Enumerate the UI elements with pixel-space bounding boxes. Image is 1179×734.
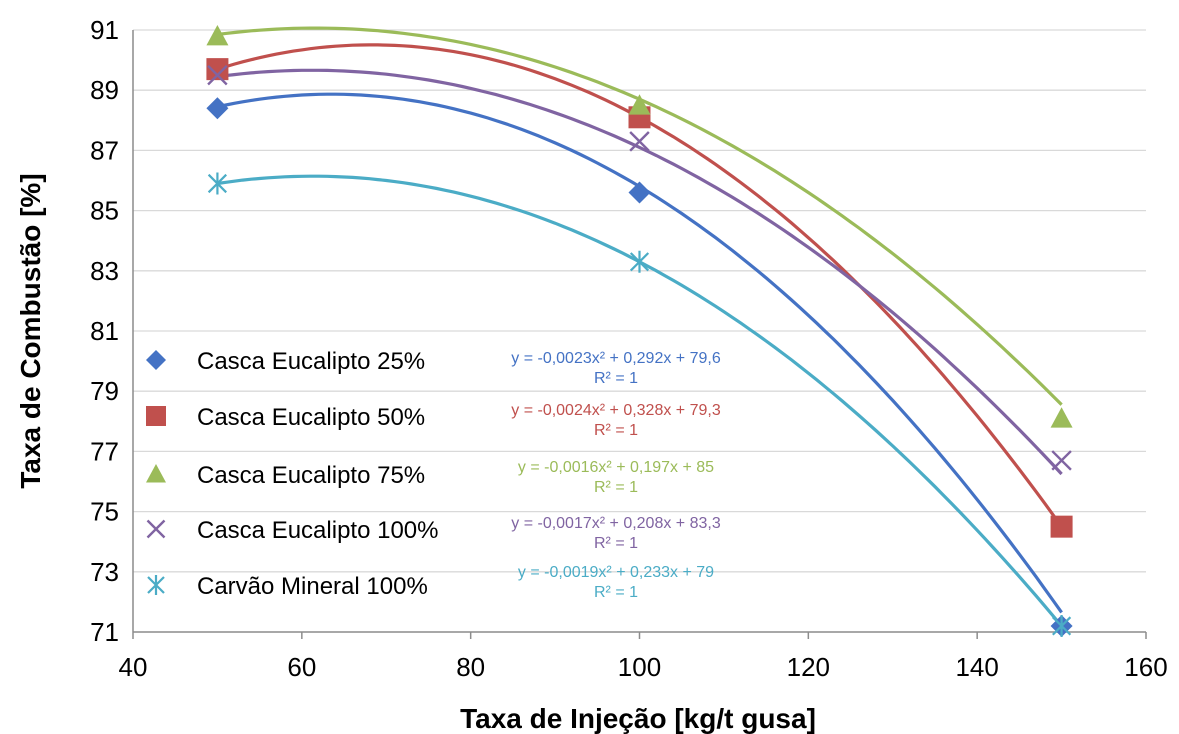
- legend-marker-series-4: [146, 519, 166, 539]
- axes: 71 73 75 77 79 81 83 85 87 89 91 40 60 80 100 120 140 160: [90, 15, 1168, 682]
- y-tick-label: 83: [90, 256, 119, 286]
- trendline-4: [217, 68, 1063, 476]
- x-tick-label: 80: [456, 652, 485, 682]
- data-point-series-2: [206, 58, 229, 81]
- legend-marker-series-5: [147, 575, 165, 595]
- y-tick-label: 87: [90, 135, 119, 165]
- data-point-series-3: [628, 94, 651, 115]
- data-point-series-5: [629, 250, 650, 273]
- legend-label: Casca Eucalipto 75%: [197, 462, 425, 489]
- data-point-series-4: [207, 64, 228, 86]
- x-tick-label: 100: [618, 652, 661, 682]
- data-markers: [206, 25, 1073, 637]
- y-tick-label: 91: [90, 15, 119, 45]
- trendline-r2: R² = 1: [594, 584, 638, 601]
- x-tick-label: 40: [119, 652, 148, 682]
- legend-marker-series-3: [146, 464, 166, 483]
- trendline-equations: y = -0,0023x² + 0,292x + 79,6 R² = 1 y = -…: [511, 350, 721, 601]
- data-point-series-5: [207, 172, 227, 195]
- x-tick-label: 140: [955, 652, 998, 682]
- x-axis-title: Taxa de Injeção [kg/t gusa]: [460, 703, 816, 734]
- y-tick-label: 81: [90, 316, 119, 346]
- legend: Casca Eucalipto 25% Casca Eucalipto 50% Ca…: [146, 348, 438, 600]
- y-tick-label: 77: [90, 436, 119, 466]
- y-tick-label: 85: [90, 196, 119, 226]
- y-tick-label: 73: [90, 557, 119, 587]
- legend-marker-series-2: [146, 406, 166, 426]
- y-tick-label: 79: [90, 376, 119, 406]
- data-point-series-4: [629, 131, 650, 152]
- trendline-equation: y = -0,0024x² + 0,328x + 79,3: [511, 402, 721, 419]
- data-point-series-1: [206, 97, 229, 120]
- trendline-r2: R² = 1: [594, 422, 638, 439]
- legend-label: Casca Eucalipto 100%: [197, 517, 438, 544]
- trendline-r2: R² = 1: [594, 370, 638, 387]
- x-tick-label: 60: [287, 652, 316, 682]
- trendline-equation: y = -0,0019x² + 0,233x + 79: [518, 564, 714, 581]
- trendline-equation: y = -0,0017x² + 0,208x + 83,3: [511, 515, 721, 532]
- data-point-series-4: [1051, 450, 1072, 471]
- y-tick-label: 89: [90, 75, 119, 105]
- legend-label: Casca Eucalipto 50%: [197, 404, 425, 431]
- trendline-equation: y = -0,0016x² + 0,197x + 85: [518, 459, 714, 476]
- legend-label: Casca Eucalipto 25%: [197, 348, 425, 375]
- x-tick-label: 120: [787, 652, 830, 682]
- trendline-equation: y = -0,0023x² + 0,292x + 79,6: [511, 350, 721, 367]
- data-point-series-1: [628, 181, 651, 204]
- data-point-series-2: [1050, 515, 1073, 538]
- y-tick-label: 71: [90, 617, 119, 647]
- data-point-series-3: [206, 25, 229, 46]
- data-point-series-5: [1052, 614, 1072, 637]
- trendline-r2: R² = 1: [594, 535, 638, 552]
- data-point-series-3: [1050, 407, 1073, 428]
- legend-marker-series-1: [146, 350, 166, 370]
- x-tick-label: 160: [1124, 652, 1167, 682]
- trendline-r2: R² = 1: [594, 479, 638, 496]
- legend-label: Carvão Mineral 100%: [197, 573, 428, 600]
- y-axis-title: Taxa de Combustão [%]: [15, 173, 46, 488]
- y-tick-label: 75: [90, 497, 119, 527]
